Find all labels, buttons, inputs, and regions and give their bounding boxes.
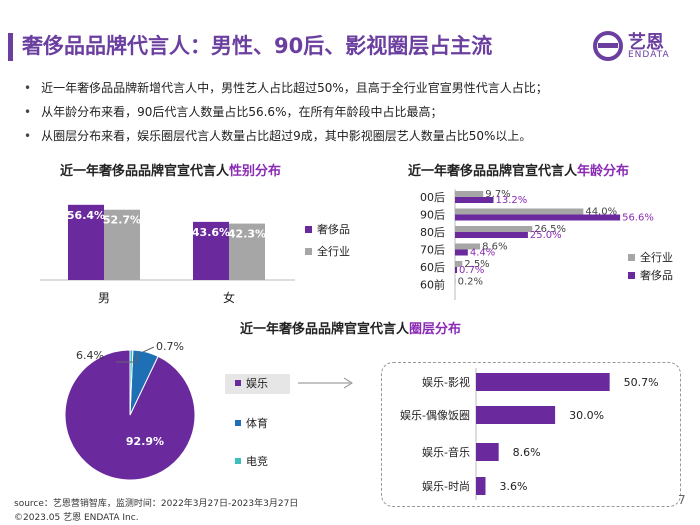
ent-category-label: 娱乐-时尚 bbox=[422, 479, 470, 493]
ent-category-label: 娱乐-影视 bbox=[422, 375, 470, 389]
age-chart-title: 近一年奢侈品品牌官宣代言人年龄分布 bbox=[408, 164, 630, 179]
logo-subtext: ENDATA bbox=[628, 50, 670, 60]
pie-legend-swatch bbox=[235, 380, 241, 386]
ent-bar bbox=[476, 443, 499, 461]
age-bar-label: 13.2% bbox=[496, 195, 528, 206]
age-bar bbox=[455, 249, 468, 256]
bullet-item: 近一年奢侈品品牌新增代言人中，男性艺人占比超过50%，且高于全行业官宣男性代言人… bbox=[24, 76, 548, 100]
gender-bar-label: 56.4% bbox=[67, 209, 105, 222]
pie-slice-label: 0.7% bbox=[156, 340, 184, 353]
age-legend-label: 奢侈品 bbox=[640, 268, 673, 282]
age-bar-label: 0.2% bbox=[458, 277, 483, 288]
pie-slice-label: 92.9% bbox=[126, 435, 164, 448]
source-note: source：艺恩营销智库，监测时间：2022年3月27日-2023年3月27日 bbox=[14, 499, 299, 509]
ent-bar-label: 3.6% bbox=[499, 480, 527, 493]
pie-leader-line bbox=[142, 346, 155, 353]
ent-bar-label: 30.0% bbox=[569, 409, 604, 422]
age-bar bbox=[455, 267, 458, 273]
summary-bullets: 近一年奢侈品品牌新增代言人中，男性艺人占比超过50%，且高于全行业官宣男性代言人… bbox=[24, 76, 548, 148]
gender-bar bbox=[68, 204, 104, 280]
ent-bar bbox=[476, 406, 556, 424]
age-bar-label: 4.4% bbox=[470, 248, 495, 259]
age-bar-label: 25.0% bbox=[530, 230, 562, 241]
logo-text: 艺恩 bbox=[628, 32, 664, 53]
age-chart: 00后 9.7%13.2% 90后 44.0% 56.6% 80后 26.5%25.0% 70… bbox=[420, 189, 673, 300]
pie-legend-label: 电竞 bbox=[246, 454, 268, 468]
age-bar bbox=[455, 191, 484, 197]
age-bar-label: 44.0% bbox=[585, 207, 617, 218]
entertainment-breakdown-box bbox=[381, 362, 681, 507]
age-bar-label: 56.6% bbox=[622, 213, 654, 224]
bullet-item: 从年龄分布来看，90后代言人数量占比56.6%，在所有年龄段中占比最高； bbox=[24, 100, 548, 124]
age-bar bbox=[455, 243, 481, 250]
age-bar-label: 0.7% bbox=[459, 265, 484, 276]
age-category-label: 70后 bbox=[420, 244, 445, 257]
pie-legend-swatch bbox=[235, 420, 241, 426]
ent-category-label: 娱乐-音乐 bbox=[422, 445, 470, 459]
ent-bar bbox=[476, 477, 486, 495]
age-bar-label: 9.7% bbox=[485, 189, 510, 200]
ent-category-label: 娱乐-偶像饭圈 bbox=[400, 408, 470, 422]
gender-bar bbox=[229, 223, 265, 280]
age-legend-label: 全行业 bbox=[640, 250, 673, 264]
gender-bar bbox=[193, 221, 229, 280]
age-bar bbox=[455, 232, 528, 238]
age-bar bbox=[455, 226, 533, 232]
pie-slice-label: 6.4% bbox=[76, 349, 104, 362]
age-bar-label: 2.5% bbox=[464, 259, 489, 270]
age-bar bbox=[455, 261, 463, 267]
gender-chart-title: 近一年奢侈品品牌官宣代言人性别分布 bbox=[60, 164, 282, 179]
age-category-label: 60后 bbox=[420, 261, 445, 274]
age-legend-swatch bbox=[628, 272, 635, 279]
age-bar-label: 26.5% bbox=[534, 224, 566, 235]
age-bar bbox=[455, 278, 456, 285]
age-bar bbox=[455, 208, 584, 215]
gender-bar bbox=[104, 209, 140, 280]
gender-legend-swatch bbox=[305, 248, 312, 255]
circle-chart-title: 近一年奢侈品品牌官宣代言人圈层分布 bbox=[240, 322, 462, 337]
page-title: 奢侈品品牌代言人：男性、90后、影视圈层占主流 bbox=[22, 34, 493, 58]
age-category-label: 80后 bbox=[420, 226, 445, 239]
highlight-legend-box bbox=[225, 374, 290, 394]
ent-bar-label: 50.7% bbox=[624, 376, 659, 389]
gender-category-label: 女 bbox=[223, 290, 235, 305]
gender-legend-label: 全行业 bbox=[317, 244, 350, 258]
arrow-head-icon bbox=[343, 377, 353, 389]
title-accent-bar bbox=[8, 33, 13, 61]
gender-category-label: 男 bbox=[98, 291, 110, 305]
gender-bar-label: 52.7% bbox=[103, 214, 141, 227]
entertainment-bar-chart: 娱乐-影视 50.7% 娱乐-偶像饭圈 30.0% 娱乐-音乐 8.6% 娱乐-时尚 3.6% bbox=[400, 368, 659, 500]
gender-legend-swatch bbox=[305, 226, 312, 233]
age-legend-swatch bbox=[628, 254, 635, 261]
ent-bar-label: 8.6% bbox=[513, 446, 541, 459]
age-category-label: 00后 bbox=[420, 191, 445, 204]
age-bar bbox=[455, 197, 494, 203]
age-bar-label: 8.6% bbox=[482, 242, 507, 253]
age-category-label: 60前 bbox=[420, 278, 445, 292]
page-number: 7 bbox=[678, 493, 686, 507]
gender-bar-label: 43.6% bbox=[192, 226, 230, 239]
pie-legend-label: 娱乐 bbox=[246, 376, 268, 390]
age-category-label: 90后 bbox=[420, 209, 445, 222]
copyright: ©2023.05 艺恩 ENDATA Inc. bbox=[14, 513, 139, 523]
pie-slice bbox=[129, 349, 134, 416]
bullet-item: 从圈层分布来看，娱乐圈层代言人数量占比超过9成，其中影视圈层艺人数量占比50%以… bbox=[24, 124, 548, 148]
gender-legend-label: 奢侈品 bbox=[317, 222, 350, 236]
pie-leader-line bbox=[135, 352, 139, 363]
endata-logo-icon bbox=[593, 31, 623, 61]
pie-legend-label: 体育 bbox=[246, 416, 268, 430]
gender-bar-label: 42.3% bbox=[228, 228, 266, 241]
ent-bar bbox=[476, 373, 610, 391]
age-bar bbox=[455, 214, 621, 221]
pie-legend-swatch bbox=[235, 458, 241, 464]
